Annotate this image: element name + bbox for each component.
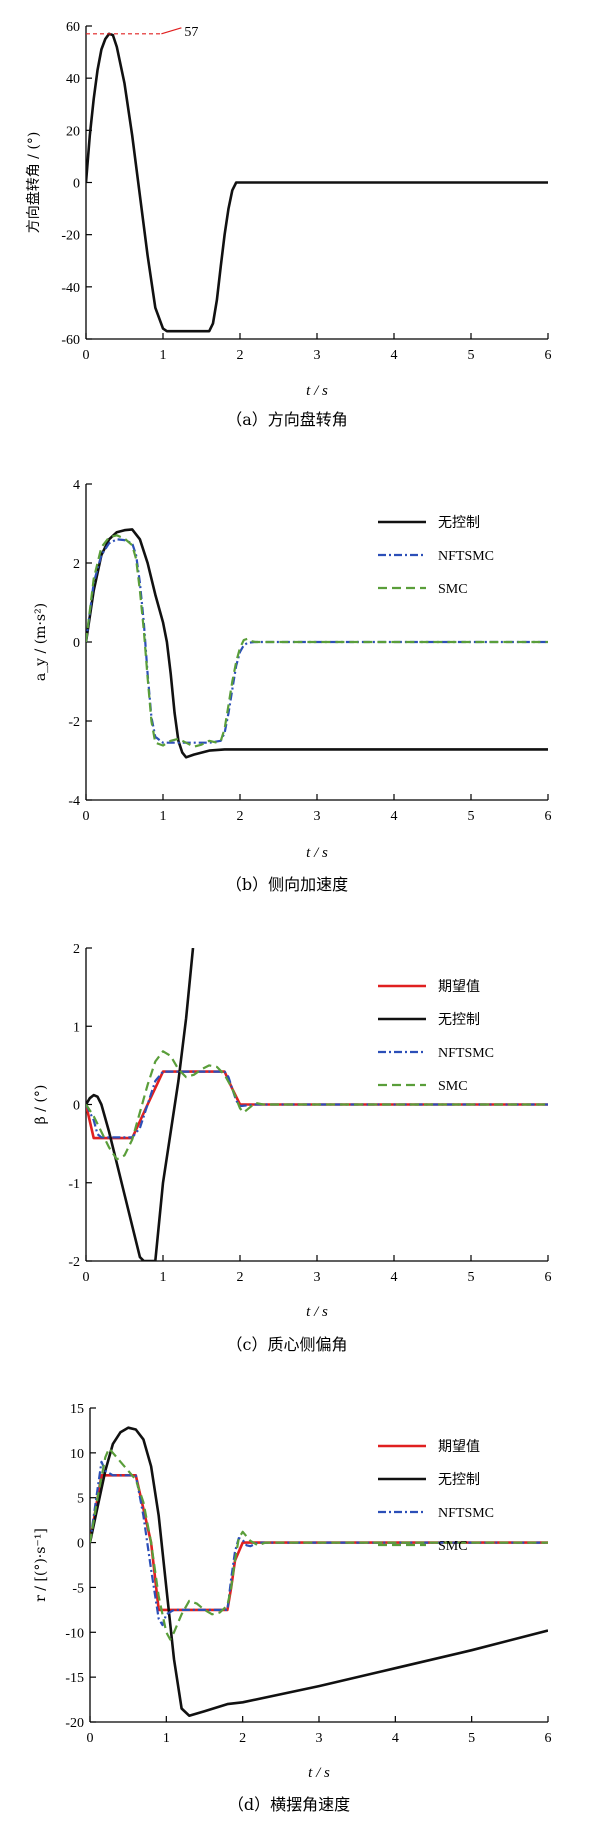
series-line-期望值 — [86, 1070, 548, 1140]
x-tick-label: 6 — [545, 1270, 552, 1285]
y-axis-label: β / (°) — [33, 1085, 49, 1125]
x-tick-label: 0 — [83, 1270, 90, 1285]
x-tick-label: 4 — [391, 809, 398, 824]
series-line-main — [86, 32, 548, 333]
chart-caption: （d）横摆角速度 — [228, 1795, 350, 1814]
x-tick-label: 4 — [391, 1270, 398, 1285]
x-axis-label: t / s — [306, 1304, 328, 1320]
y-tick-label: 20 — [66, 124, 80, 139]
y-tick-label: 4 — [73, 478, 80, 493]
series-line-SMC — [86, 534, 548, 748]
x-tick-label: 2 — [239, 1731, 246, 1746]
legend-label: SMC — [438, 1539, 468, 1554]
y-tick-label: 10 — [70, 1447, 84, 1462]
y-tick-label: -5 — [72, 1581, 84, 1596]
legend-label: 无控制 — [438, 1472, 480, 1488]
x-tick-label: 1 — [160, 809, 167, 824]
y-tick-label: -1 — [68, 1177, 80, 1192]
x-tick-label: 3 — [314, 348, 321, 363]
y-tick-label: 0 — [73, 636, 80, 651]
chart-caption: （a）方向盘转角 — [226, 410, 348, 429]
x-tick-label: 4 — [392, 1731, 399, 1746]
y-tick-label: -2 — [68, 1255, 80, 1270]
y-tick-label: 2 — [73, 557, 80, 572]
y-tick-label: -4 — [68, 794, 80, 809]
legend-label: NFTSMC — [438, 549, 494, 564]
series-line-NFTSMC — [86, 1070, 548, 1139]
y-tick-label: 15 — [70, 1402, 84, 1417]
y-tick-label: -40 — [61, 281, 80, 296]
legend-label: 期望值 — [438, 1439, 480, 1455]
chart-caption: （c）质心侧偏角 — [227, 1335, 348, 1354]
legend-label: NFTSMC — [438, 1046, 494, 1061]
y-tick-label: 0 — [73, 1099, 80, 1114]
x-axis-label: t / s — [306, 383, 328, 399]
y-tick-label: 0 — [73, 177, 80, 192]
y-tick-label: 2 — [73, 942, 80, 957]
x-tick-label: 5 — [468, 1731, 475, 1746]
series-line-SMC — [90, 1447, 548, 1641]
series-line-SMC — [86, 1050, 548, 1161]
y-tick-label: -15 — [65, 1671, 84, 1686]
chart-panel-d: 0 1 2 3 4 5 6 -20 -15 -10 -5 0 5 10 15 t / s r / [(°)·s⁻… — [33, 1402, 552, 1814]
x-tick-label: 0 — [83, 348, 90, 363]
legend-label: NFTSMC — [438, 1506, 494, 1521]
y-axis-label: a_y / (m·s²) — [33, 603, 49, 681]
annotation-leader — [161, 27, 182, 35]
x-axis-label: t / s — [306, 845, 328, 861]
x-tick-label: 1 — [160, 1270, 167, 1285]
chart-caption: （b）侧向加速度 — [226, 875, 348, 894]
chart-panel-c: 0 1 2 3 4 5 6 -2 -1 0 1 2 t / s β / (°) （c）质心侧偏角 期望值无控制… — [33, 942, 552, 1354]
y-tick-label: -60 — [61, 333, 80, 348]
x-tick-label: 3 — [314, 1270, 321, 1285]
x-tick-label: 2 — [237, 809, 244, 824]
x-tick-label: 6 — [545, 1731, 552, 1746]
legend-label: 无控制 — [438, 1012, 480, 1028]
y-tick-label: 40 — [66, 72, 80, 87]
y-tick-label: 1 — [73, 1020, 80, 1035]
y-tick-label: 0 — [77, 1537, 84, 1552]
x-tick-label: 6 — [545, 348, 552, 363]
y-axis-label: 方向盘转角 / (°) — [25, 132, 42, 234]
y-tick-label: -20 — [61, 229, 80, 244]
legend-label: SMC — [438, 1079, 468, 1094]
x-tick-label: 6 — [545, 809, 552, 824]
y-tick-label: -20 — [65, 1716, 84, 1731]
y-tick-label: -10 — [65, 1626, 84, 1641]
y-axis-label: r / [(°)·s⁻¹] — [33, 1528, 49, 1602]
x-tick-label: 1 — [163, 1731, 170, 1746]
legend-label: 期望值 — [438, 979, 480, 995]
annotation-label: 57 — [184, 25, 198, 40]
x-tick-label: 2 — [237, 1270, 244, 1285]
chart-panel-a: 0 1 2 3 4 5 6 -60 -40 -20 0 20 40 60 t / s 方向盘转角 / (°) （… — [25, 20, 552, 429]
y-tick-label: -2 — [68, 715, 80, 730]
x-tick-label: 0 — [87, 1731, 94, 1746]
x-tick-label: 1 — [160, 348, 167, 363]
x-tick-label: 5 — [468, 1270, 475, 1285]
x-tick-label: 4 — [391, 348, 398, 363]
x-axis-label: t / s — [308, 1765, 330, 1781]
x-tick-label: 3 — [316, 1731, 323, 1746]
legend-label: SMC — [438, 582, 468, 597]
series-line-无控制 — [90, 1426, 548, 1717]
series-line-无控制 — [86, 528, 548, 759]
series-line-无控制 — [86, 948, 195, 1261]
x-tick-label: 3 — [314, 809, 321, 824]
x-tick-label: 5 — [468, 348, 475, 363]
x-tick-label: 5 — [468, 809, 475, 824]
legend-label: 无控制 — [438, 515, 480, 531]
y-tick-label: 5 — [77, 1492, 84, 1507]
y-tick-label: 60 — [66, 20, 80, 35]
chart-panel-b: 0 1 2 3 4 5 6 -4 -2 0 2 4 t / s a_y / (m·s²) （b）侧向加速度 无… — [33, 478, 552, 894]
x-tick-label: 2 — [237, 348, 244, 363]
x-tick-label: 0 — [83, 809, 90, 824]
